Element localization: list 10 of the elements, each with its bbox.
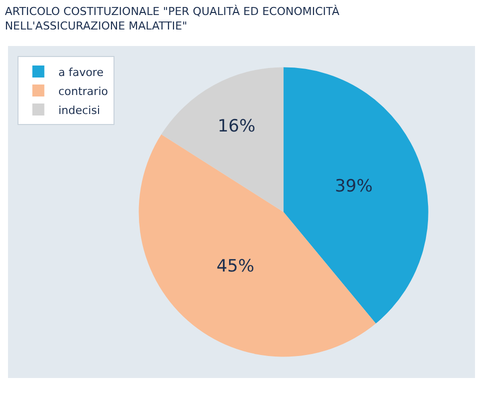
- chart-title: ARTICOLO COSTITUZIONALE "PER QUALITÀ ED ECONOMICITÀ NELL'ASSICURAZIONE MALATTIE": [4, 4, 340, 32]
- pie-slice: [284, 67, 428, 324]
- data-label: 16%: [218, 116, 256, 136]
- data-label: 39%: [334, 176, 373, 197]
- legend-label: contrario: [58, 84, 108, 98]
- pie-slice: [138, 134, 376, 357]
- pie-slice: [161, 67, 284, 212]
- legend-label: a favore: [58, 66, 104, 79]
- data-label: 45%: [216, 256, 254, 277]
- legend-label: indecisi: [58, 104, 100, 117]
